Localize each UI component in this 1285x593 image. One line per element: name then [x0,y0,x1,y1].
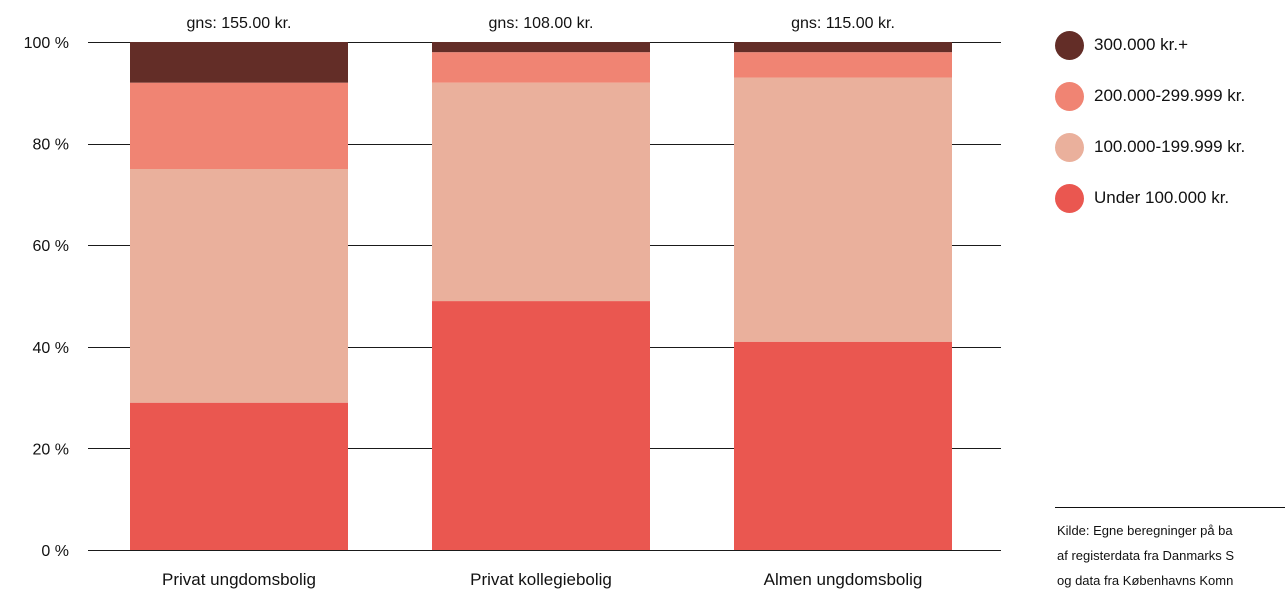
bar-segment [130,169,348,403]
bar-segment [432,82,650,302]
average-annotation: gns: 115.00 kr. [791,15,895,32]
bar-segment [130,402,348,550]
bar-segment [130,42,348,83]
source-line: af registerdata fra Danmarks S [1057,548,1235,563]
average-annotation: gns: 155.00 kr. [187,15,292,32]
legend-label: 200.000-299.999 kr. [1094,86,1246,105]
y-tick-label: 0 % [41,543,69,560]
axis-labels: 0 % 20 % 40 % 60 % 80 % 100 % Privat ungdomsbo… [24,15,923,589]
bar-segment [432,52,650,83]
source-line: og data fra Københavns Komn [1057,573,1234,588]
legend-label: Under 100.000 kr. [1094,188,1230,207]
stacked-bar-chart: 0 % 20 % 40 % 60 % 80 % 100 % Privat ungdomsbo… [24,15,1001,589]
bar-segment [734,52,952,78]
bar-segment [734,341,952,550]
y-tick-label: 100 % [24,35,69,52]
legend-swatch-icon [1055,132,1084,162]
legend: 300.000 kr.+ 200.000-299.999 kr. 100.000… [1055,30,1246,235]
legend-item: 300.000 kr.+ [1055,30,1245,60]
y-tick-label: 80 % [33,137,69,154]
y-tick-label: 40 % [33,340,69,357]
bar-segment [432,42,650,53]
source-line: Kilde: Egne beregninger på ba [1057,523,1233,538]
y-tick-label: 60 % [33,238,69,255]
bar-segment [130,82,348,169]
legend-label: 300.000 kr.+ [1094,35,1189,54]
x-tick-label: Privat ungdomsbolig [162,570,316,589]
legend-swatch-icon [1055,30,1084,60]
bar-segment [734,77,952,342]
y-tick-label: 20 % [33,441,69,458]
bar-segment [734,42,952,53]
legend-item: 100.000-199.999 kr. [1055,132,1246,162]
legend-item: Under 100.000 kr. [1055,183,1245,213]
source-note: Kilde: Egne beregninger på ba af registe… [1057,518,1234,593]
x-tick-label: Almen ungdomsbolig [764,570,923,589]
legend-item: 200.000-299.999 kr. [1055,81,1246,111]
average-annotation: gns: 108.00 kr. [489,15,594,32]
x-tick-label: Privat kollegiebolig [470,570,612,589]
legend-swatch-icon [1055,183,1084,213]
bar-segment [432,301,650,550]
legend-swatch-icon [1055,81,1084,111]
source-divider [1055,507,1285,508]
legend-label: 100.000-199.999 kr. [1094,137,1246,156]
bars [130,42,952,550]
